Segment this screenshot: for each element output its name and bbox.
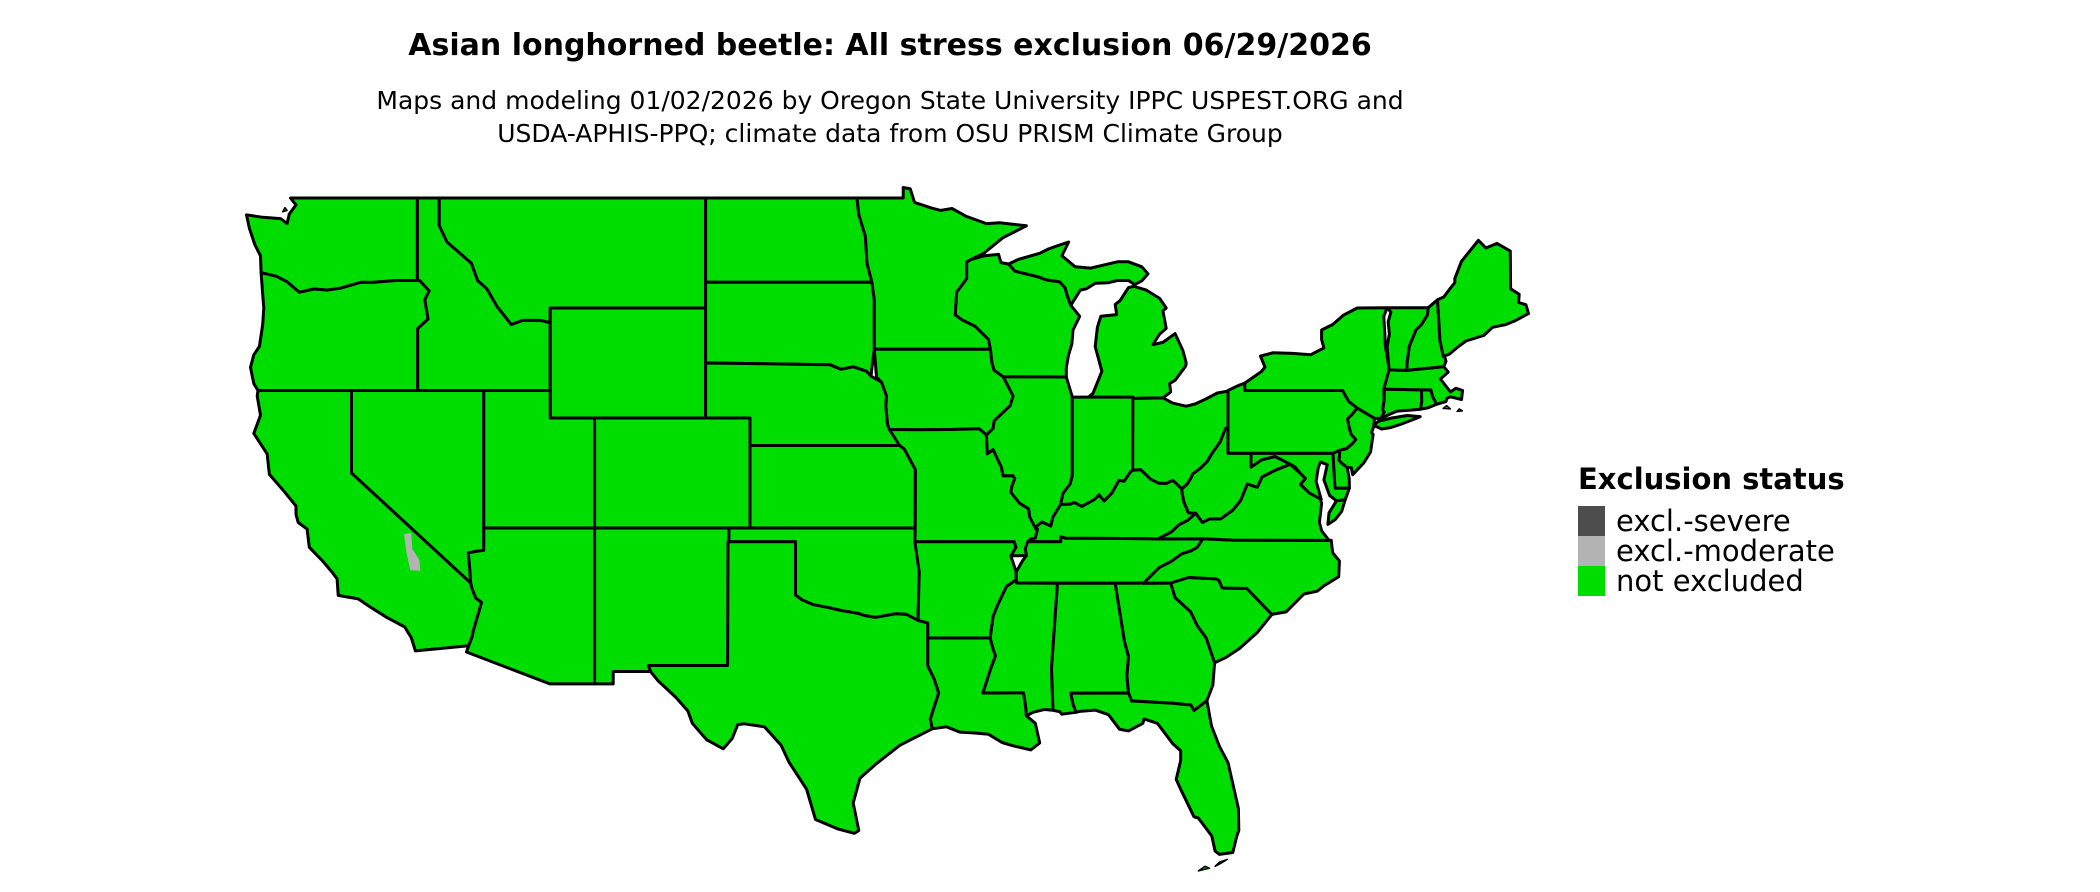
map-title: Asian longhorned beetle: All stress excl…	[408, 28, 1372, 63]
state-md	[1249, 451, 1351, 503]
severe-swatch	[1578, 506, 1605, 536]
state-nd	[704, 196, 874, 284]
legend-item-severe: excl.-severe	[1578, 506, 1845, 536]
state-wy	[548, 306, 708, 420]
state-nj	[1337, 406, 1376, 477]
state-pa	[1226, 381, 1359, 455]
state-nm	[593, 526, 731, 686]
state-co	[593, 416, 752, 530]
state-ks	[748, 444, 917, 530]
subtitle-line-1: Maps and modeling 01/02/2026 by Oregon S…	[376, 86, 1404, 115]
island-san_juan_island	[281, 206, 288, 213]
legend-heading: Exclusion status	[1578, 462, 1845, 496]
legend-item-moderate: excl.-moderate	[1578, 536, 1845, 566]
island-nantucket	[1456, 408, 1464, 413]
island-florida_keys_east	[1214, 858, 1229, 868]
state-fl	[1069, 691, 1241, 856]
moderate-label: excl.-moderate	[1616, 534, 1835, 568]
state-ct	[1379, 387, 1424, 421]
severe-label: excl.-severe	[1616, 504, 1791, 538]
state-longisland	[1372, 414, 1422, 431]
state-ny	[1243, 306, 1391, 421]
not-excluded-swatch	[1578, 566, 1605, 596]
state-mi	[1087, 284, 1188, 400]
legend-item-not-excluded: not excluded	[1578, 566, 1845, 596]
state-az	[465, 526, 597, 686]
state-tx	[647, 540, 941, 835]
state-nc	[1142, 537, 1341, 616]
state-or	[249, 271, 431, 392]
state-miup	[1007, 240, 1150, 307]
state-vashore	[1326, 498, 1347, 526]
island-marthas_vineyard	[1442, 404, 1452, 410]
state-me	[1436, 238, 1530, 358]
map-subtitle: Maps and modeling 01/02/2026 by Oregon S…	[0, 84, 1780, 150]
moderate-swatch	[1578, 536, 1605, 566]
subtitle-line-2: USDA-APHIS-PPQ; climate data from OSU PR…	[497, 119, 1283, 148]
not-excluded-label: not excluded	[1616, 564, 1804, 598]
island-florida_keys_west	[1197, 865, 1211, 872]
legend: Exclusion status excl.-severe excl.-mode…	[1578, 462, 1845, 596]
excl-moderate-region-sierra	[404, 533, 421, 571]
